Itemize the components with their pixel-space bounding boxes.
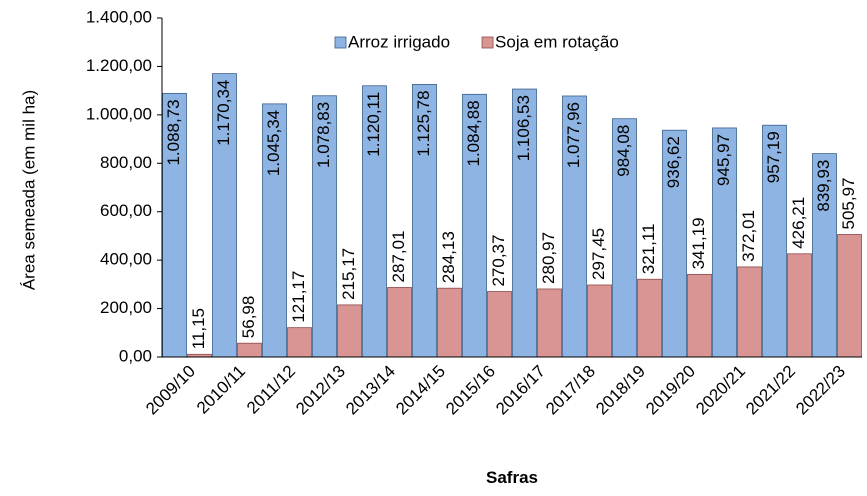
x-tick-label: 2020/21 — [692, 362, 749, 419]
bar — [737, 266, 762, 358]
bar — [362, 85, 387, 358]
y-tick-label: 600,00 — [100, 201, 152, 220]
x-tick-label: 2017/18 — [542, 362, 599, 419]
x-tick-label: 2013/14 — [342, 362, 399, 419]
x-tick-label: 2022/23 — [792, 362, 849, 419]
y-tick-label: 400,00 — [100, 250, 152, 269]
value-label: 284,13 — [439, 231, 458, 283]
bar — [512, 88, 537, 358]
bar — [712, 127, 737, 358]
legend-swatch — [334, 36, 347, 49]
value-label: 341,19 — [689, 217, 708, 269]
bar — [537, 288, 562, 358]
bar — [337, 304, 362, 358]
value-label: 287,01 — [389, 231, 408, 283]
y-tick-label: 1.000,00 — [86, 104, 152, 123]
bar — [212, 73, 237, 358]
value-label: 957,19 — [764, 131, 783, 183]
y-tick-label: 1.200,00 — [86, 56, 152, 75]
bar — [762, 124, 787, 358]
legend-label: Soja em rotação — [495, 32, 619, 51]
bar — [387, 287, 412, 358]
value-label: 1.088,73 — [164, 99, 183, 165]
value-label: 1.078,83 — [314, 102, 333, 168]
bar — [787, 253, 812, 358]
value-label: 1.125,78 — [414, 90, 433, 156]
x-tick-label: 2012/13 — [292, 362, 349, 419]
value-label: 1.170,34 — [214, 80, 233, 146]
value-label: 945,97 — [714, 134, 733, 186]
x-tick-label: 2010/11 — [193, 362, 249, 418]
x-tick-label: 2015/16 — [442, 362, 499, 419]
value-label: 1.120,11 — [364, 92, 383, 157]
value-label: 297,45 — [589, 228, 608, 280]
value-label: 984,08 — [614, 125, 633, 177]
value-label: 121,17 — [289, 271, 308, 323]
x-tick-label: 2019/20 — [642, 362, 699, 419]
value-label: 11,15 — [189, 308, 208, 349]
y-tick-label: 200,00 — [100, 298, 152, 317]
value-label: 426,21 — [789, 197, 808, 249]
y-axis-label: Área semeada (em mil ha) — [19, 90, 38, 290]
value-label: 1.084,88 — [464, 100, 483, 166]
bar — [412, 84, 437, 358]
value-label: 1.045,34 — [264, 110, 283, 176]
bar — [287, 327, 312, 358]
bar — [687, 273, 712, 358]
bar — [487, 291, 512, 358]
value-label: 936,62 — [664, 136, 683, 188]
value-label: 56,98 — [239, 296, 258, 339]
y-tick-label: 0,00 — [119, 346, 152, 365]
legend-swatch — [481, 36, 494, 49]
bar — [562, 95, 587, 358]
x-tick-label: 2009/10 — [142, 362, 199, 419]
x-tick-label: 2014/15 — [392, 362, 449, 419]
value-label: 215,17 — [339, 248, 358, 300]
x-tick-label: 2016/17 — [492, 362, 549, 419]
x-tick-label: 2018/19 — [592, 362, 649, 419]
legend-label: Arroz irrigado — [348, 32, 450, 51]
value-label: 372,01 — [739, 210, 758, 262]
bar — [237, 342, 262, 358]
bar — [262, 103, 287, 358]
value-label: 270,37 — [489, 235, 508, 287]
x-tick-label: 2011/12 — [243, 362, 299, 418]
value-label: 1.077,96 — [564, 102, 583, 168]
value-label: 321,11 — [639, 224, 658, 275]
bar — [462, 93, 487, 358]
bar — [612, 118, 637, 358]
x-axis-label: Safras — [486, 468, 538, 487]
bar — [312, 95, 337, 358]
bar — [437, 287, 462, 358]
bar — [662, 129, 687, 358]
x-tick-label: 2021/22 — [742, 362, 799, 419]
bar — [637, 278, 662, 358]
value-label: 280,97 — [539, 232, 558, 284]
y-tick-label: 1.400,00 — [86, 7, 152, 26]
y-tick-label: 800,00 — [100, 153, 152, 172]
bar — [837, 234, 862, 358]
value-label: 839,93 — [814, 160, 833, 212]
bar — [587, 284, 612, 358]
value-label: 1.106,53 — [514, 95, 533, 161]
value-label: 505,97 — [839, 177, 858, 229]
